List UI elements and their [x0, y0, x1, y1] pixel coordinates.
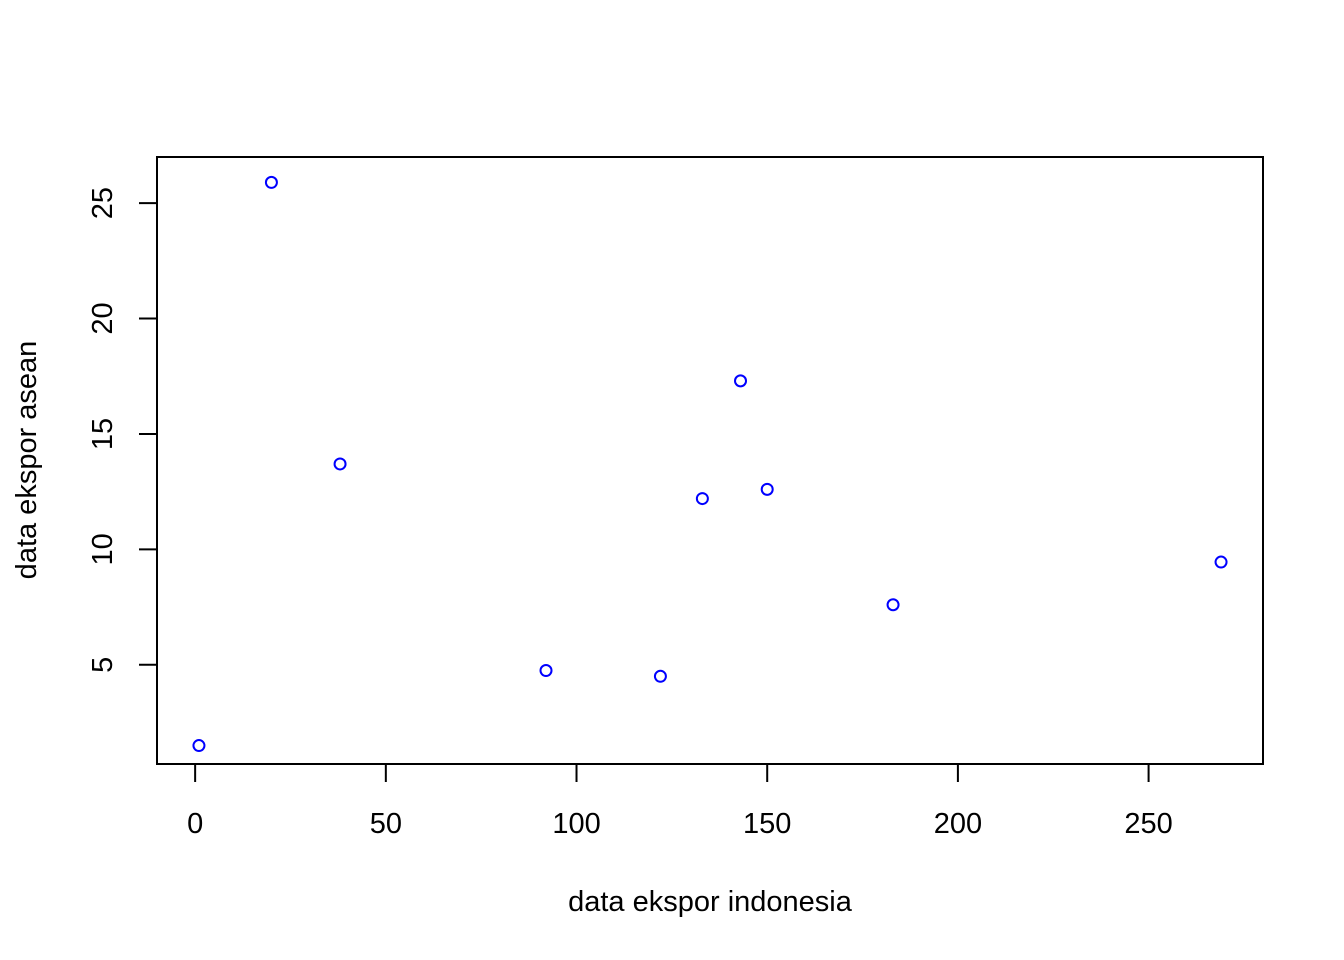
x-tick-label: 150	[743, 808, 791, 840]
data-points	[192, 175, 1228, 753]
x-axis: 0 50 100 150 200 250	[187, 763, 1173, 840]
data-point	[734, 374, 748, 388]
data-point	[539, 664, 553, 678]
data-point	[760, 482, 774, 496]
x-tick-label: 200	[934, 808, 982, 840]
x-tick-label: 100	[552, 808, 600, 840]
y-axis: 5 10 15 20 25	[87, 187, 158, 673]
y-tick-label: 15	[87, 418, 119, 450]
y-tick-label: 5	[87, 657, 119, 673]
x-tick-label: 250	[1124, 808, 1172, 840]
y-tick-label: 25	[87, 187, 119, 219]
data-point	[192, 739, 206, 753]
data-point	[264, 175, 278, 189]
x-tick-label: 50	[370, 808, 402, 840]
x-axis-title: data ekspor indonesia	[568, 886, 853, 918]
data-point	[1214, 555, 1228, 569]
data-point	[695, 492, 709, 506]
plot-box	[156, 156, 1264, 765]
data-point	[653, 669, 667, 683]
data-point	[333, 457, 347, 471]
y-axis-title: data ekspor asean	[11, 341, 43, 580]
y-tick-label: 20	[87, 302, 119, 334]
y-tick-label: 10	[87, 533, 119, 565]
x-tick-label: 0	[187, 808, 203, 840]
data-point	[886, 598, 900, 612]
